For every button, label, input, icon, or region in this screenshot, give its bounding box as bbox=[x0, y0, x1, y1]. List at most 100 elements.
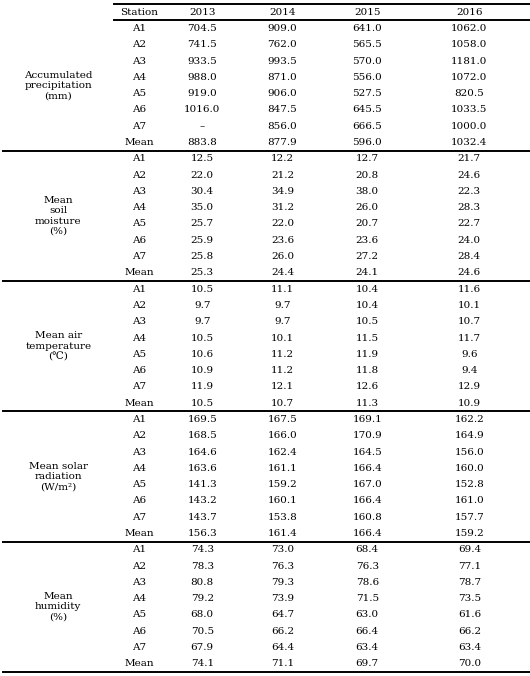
Text: 64.7: 64.7 bbox=[271, 610, 294, 619]
Text: 161.4: 161.4 bbox=[268, 529, 297, 538]
Text: 22.0: 22.0 bbox=[271, 220, 294, 228]
Text: 10.5: 10.5 bbox=[356, 317, 379, 327]
Text: 11.9: 11.9 bbox=[356, 349, 379, 359]
Text: Accumulated
precipitation
(mm): Accumulated precipitation (mm) bbox=[24, 70, 93, 101]
Text: 12.5: 12.5 bbox=[191, 154, 214, 164]
Text: Station: Station bbox=[120, 7, 158, 17]
Text: 741.5: 741.5 bbox=[187, 41, 217, 49]
Text: 157.7: 157.7 bbox=[454, 512, 484, 522]
Text: A3: A3 bbox=[132, 187, 146, 196]
Text: A2: A2 bbox=[132, 301, 146, 310]
Text: 78.6: 78.6 bbox=[356, 578, 379, 587]
Text: 1032.4: 1032.4 bbox=[451, 138, 488, 147]
Text: Mean solar
radiation
(W/m²): Mean solar radiation (W/m²) bbox=[29, 462, 88, 491]
Text: 66.2: 66.2 bbox=[271, 627, 294, 635]
Text: 166.4: 166.4 bbox=[352, 529, 382, 538]
Text: 11.9: 11.9 bbox=[191, 383, 214, 391]
Text: Mean
soil
moisture
(%): Mean soil moisture (%) bbox=[35, 196, 82, 236]
Text: A6: A6 bbox=[132, 236, 146, 245]
Text: 993.5: 993.5 bbox=[268, 57, 297, 66]
Text: 666.5: 666.5 bbox=[352, 122, 382, 130]
Text: 21.2: 21.2 bbox=[271, 170, 294, 180]
Text: 143.7: 143.7 bbox=[187, 512, 217, 522]
Text: A5: A5 bbox=[132, 220, 146, 228]
Text: Mean air
temperature
(℃): Mean air temperature (℃) bbox=[25, 331, 91, 361]
Text: 78.7: 78.7 bbox=[458, 578, 481, 587]
Text: A6: A6 bbox=[132, 366, 146, 375]
Text: 22.0: 22.0 bbox=[191, 170, 214, 180]
Text: 166.4: 166.4 bbox=[352, 464, 382, 473]
Text: Mean: Mean bbox=[125, 529, 154, 538]
Text: 162.4: 162.4 bbox=[268, 448, 297, 456]
Text: 919.0: 919.0 bbox=[187, 89, 217, 98]
Text: 9.7: 9.7 bbox=[274, 301, 291, 310]
Text: 30.4: 30.4 bbox=[191, 187, 214, 196]
Text: 762.0: 762.0 bbox=[268, 41, 297, 49]
Text: 11.1: 11.1 bbox=[271, 285, 294, 293]
Text: A7: A7 bbox=[132, 643, 146, 652]
Text: A1: A1 bbox=[132, 154, 146, 164]
Text: 66.4: 66.4 bbox=[356, 627, 379, 635]
Text: 76.3: 76.3 bbox=[271, 562, 294, 571]
Text: A2: A2 bbox=[132, 562, 146, 571]
Text: 596.0: 596.0 bbox=[352, 138, 382, 147]
Text: 1016.0: 1016.0 bbox=[184, 105, 220, 114]
Text: 161.0: 161.0 bbox=[454, 496, 484, 506]
Text: A5: A5 bbox=[132, 89, 146, 98]
Text: 10.5: 10.5 bbox=[191, 399, 214, 408]
Text: 856.0: 856.0 bbox=[268, 122, 297, 130]
Text: 66.2: 66.2 bbox=[458, 627, 481, 635]
Text: 28.4: 28.4 bbox=[458, 252, 481, 261]
Text: 11.3: 11.3 bbox=[356, 399, 379, 408]
Text: 11.2: 11.2 bbox=[271, 349, 294, 359]
Text: 9.7: 9.7 bbox=[194, 317, 210, 327]
Text: 12.1: 12.1 bbox=[271, 383, 294, 391]
Text: 11.2: 11.2 bbox=[271, 366, 294, 375]
Text: 23.6: 23.6 bbox=[271, 236, 294, 245]
Text: 164.5: 164.5 bbox=[352, 448, 382, 456]
Text: 20.8: 20.8 bbox=[356, 170, 379, 180]
Text: A1: A1 bbox=[132, 24, 146, 33]
Text: 71.1: 71.1 bbox=[271, 659, 294, 669]
Text: 12.7: 12.7 bbox=[356, 154, 379, 164]
Text: 169.1: 169.1 bbox=[352, 415, 382, 424]
Text: 20.7: 20.7 bbox=[356, 220, 379, 228]
Text: 76.3: 76.3 bbox=[356, 562, 379, 571]
Text: 35.0: 35.0 bbox=[191, 203, 214, 212]
Text: 73.0: 73.0 bbox=[271, 546, 294, 554]
Text: 63.4: 63.4 bbox=[458, 643, 481, 652]
Text: 2015: 2015 bbox=[354, 7, 381, 17]
Text: 906.0: 906.0 bbox=[268, 89, 297, 98]
Text: 10.7: 10.7 bbox=[458, 317, 481, 327]
Text: 31.2: 31.2 bbox=[271, 203, 294, 212]
Text: 556.0: 556.0 bbox=[352, 73, 382, 82]
Text: A3: A3 bbox=[132, 448, 146, 456]
Text: 156.0: 156.0 bbox=[454, 448, 484, 456]
Text: 27.2: 27.2 bbox=[356, 252, 379, 261]
Text: 69.4: 69.4 bbox=[458, 546, 481, 554]
Text: 12.9: 12.9 bbox=[458, 383, 481, 391]
Text: A7: A7 bbox=[132, 383, 146, 391]
Text: A7: A7 bbox=[132, 252, 146, 261]
Text: 1033.5: 1033.5 bbox=[451, 105, 488, 114]
Text: 159.2: 159.2 bbox=[268, 480, 297, 489]
Text: 77.1: 77.1 bbox=[458, 562, 481, 571]
Text: 25.3: 25.3 bbox=[191, 268, 214, 277]
Text: A1: A1 bbox=[132, 546, 146, 554]
Text: A3: A3 bbox=[132, 57, 146, 66]
Text: 527.5: 527.5 bbox=[352, 89, 382, 98]
Text: A7: A7 bbox=[132, 512, 146, 522]
Text: 141.3: 141.3 bbox=[187, 480, 217, 489]
Text: A2: A2 bbox=[132, 431, 146, 440]
Text: 1181.0: 1181.0 bbox=[451, 57, 488, 66]
Text: 74.3: 74.3 bbox=[191, 546, 214, 554]
Text: 38.0: 38.0 bbox=[356, 187, 379, 196]
Text: 167.0: 167.0 bbox=[352, 480, 382, 489]
Text: 10.4: 10.4 bbox=[356, 285, 379, 293]
Text: 9.6: 9.6 bbox=[461, 349, 478, 359]
Text: 70.5: 70.5 bbox=[191, 627, 214, 635]
Text: A2: A2 bbox=[132, 41, 146, 49]
Text: 63.0: 63.0 bbox=[356, 610, 379, 619]
Text: 166.4: 166.4 bbox=[352, 496, 382, 506]
Text: 68.4: 68.4 bbox=[356, 546, 379, 554]
